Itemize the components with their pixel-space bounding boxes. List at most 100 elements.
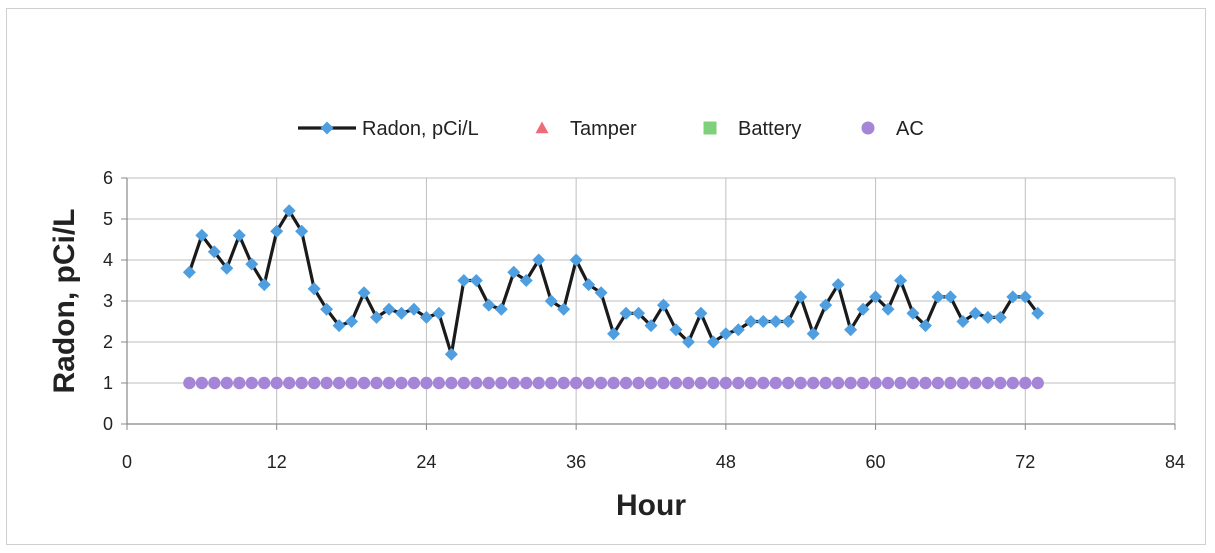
ac-data-point <box>1031 376 1044 390</box>
ac-data-point <box>994 376 1007 390</box>
radon-data-point <box>681 335 695 349</box>
y-tick-label: 1 <box>103 373 113 393</box>
ac-data-point <box>345 376 358 390</box>
ac-data-point <box>1006 376 1020 390</box>
ac-data-point <box>382 376 396 390</box>
ac-data-point <box>1019 376 1032 390</box>
radon-data-point <box>457 274 471 287</box>
x-tick-label: 0 <box>122 452 132 472</box>
radon-data-point <box>357 286 371 300</box>
radon-data-point <box>819 298 833 312</box>
ac-data-point <box>470 376 483 390</box>
ac-data-point <box>869 376 882 390</box>
radon-data-point <box>295 224 309 238</box>
ac-data-point <box>282 376 296 390</box>
radon-data-point <box>831 278 845 292</box>
ac-data-point <box>644 376 658 390</box>
ac-data-point <box>782 376 795 390</box>
ac-data-point <box>420 376 433 390</box>
x-tick-label: 12 <box>267 452 287 472</box>
radon-data-point <box>182 265 196 279</box>
radon-data-point <box>694 306 708 320</box>
radon-data-point <box>207 245 221 259</box>
radon-data-point <box>307 282 321 296</box>
radon-data-point <box>669 323 683 337</box>
legend-label-radon: Radon, pCi/L <box>362 118 479 140</box>
radon-data-point <box>806 327 820 341</box>
ac-data-point <box>482 376 496 390</box>
ac-data-point <box>881 376 895 390</box>
radon-data-point <box>981 310 995 324</box>
x-tick-label: 36 <box>566 452 586 472</box>
ac-data-point <box>544 376 558 390</box>
x-tick-label: 72 <box>1015 452 1035 472</box>
ac-data-point <box>233 376 246 390</box>
radon-data-point <box>195 228 209 242</box>
ac-data-point <box>270 376 283 390</box>
ac-data-point <box>981 376 995 390</box>
radon-data-point <box>906 306 920 320</box>
radon-data-point <box>1031 306 1045 320</box>
radon-data-point <box>781 315 795 328</box>
radon-data-point <box>968 306 982 320</box>
radon-data-point <box>444 347 458 361</box>
chart-frame <box>6 8 1206 545</box>
ac-data-point <box>906 376 920 390</box>
legend-label-tamper: Tamper <box>570 118 637 140</box>
legend-label-battery: Battery <box>738 118 801 140</box>
ac-data-point <box>395 376 408 390</box>
ac-data-point <box>819 376 832 390</box>
radon-data-point <box>918 319 932 333</box>
radon-data-point <box>320 302 334 316</box>
radon-data-point <box>956 315 970 328</box>
legend-battery-marker <box>703 121 717 135</box>
ac-data-point <box>794 376 807 390</box>
radon-data-point <box>332 319 346 333</box>
radon-data-point <box>382 302 396 316</box>
ac-data-point <box>582 376 595 390</box>
radon-data-point <box>744 315 758 328</box>
ac-data-point <box>520 376 533 390</box>
radon-data-point <box>245 257 259 271</box>
ac-data-point <box>208 376 221 390</box>
radon-data-point <box>769 315 783 328</box>
radon-data-point <box>794 290 808 304</box>
ac-data-point <box>931 376 945 390</box>
radon-data-point <box>569 253 583 267</box>
ac-data-point <box>245 376 258 390</box>
radon-data-point <box>706 335 720 349</box>
ac-data-point <box>619 376 633 390</box>
radon-data-point <box>1006 290 1020 304</box>
radon-data-point <box>419 310 433 324</box>
ac-data-point <box>719 376 733 390</box>
radon-data-point <box>544 294 558 308</box>
radon-data-point <box>220 261 234 275</box>
legend-ac-marker <box>861 121 875 135</box>
radon-data-point <box>993 310 1007 324</box>
ac-data-point <box>856 376 870 390</box>
radon-data-point <box>270 224 284 238</box>
ac-data-point <box>969 376 982 390</box>
x-axis-title: Hour <box>616 489 686 522</box>
radon-data-point <box>432 306 446 320</box>
radon-data-point <box>257 278 271 292</box>
ac-data-point <box>307 376 321 390</box>
ac-data-point <box>956 376 970 390</box>
radon-data-point <box>943 290 957 304</box>
series <box>182 204 1045 390</box>
legend-radon-marker <box>320 121 334 135</box>
ac-data-point <box>831 376 845 390</box>
radon-data-point <box>894 274 908 287</box>
ac-data-point <box>407 376 421 390</box>
ac-data-point <box>894 376 907 390</box>
ac-data-point <box>357 376 371 390</box>
radon-data-point <box>756 315 770 328</box>
radon-data-point <box>582 278 596 292</box>
ac-data-point <box>569 376 583 390</box>
radon-data-point <box>632 306 646 320</box>
y-tick-label: 6 <box>103 168 113 188</box>
radon-data-point <box>532 253 546 267</box>
radon-data-point <box>931 290 945 304</box>
y-tick-label: 2 <box>103 332 113 352</box>
legend-label-ac: AC <box>896 118 924 140</box>
